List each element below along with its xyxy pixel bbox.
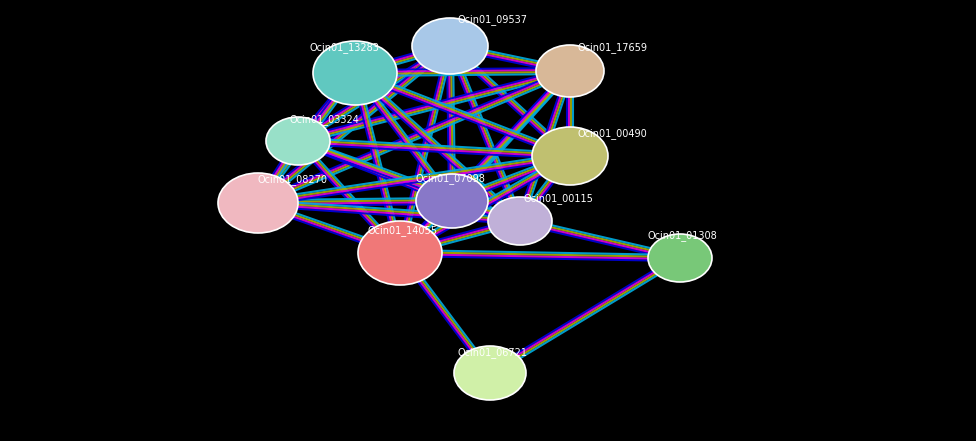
Ellipse shape (218, 173, 298, 233)
Text: Ocin01_01308: Ocin01_01308 (648, 230, 717, 241)
Ellipse shape (412, 18, 488, 74)
Text: Ocin01_13283: Ocin01_13283 (310, 42, 380, 53)
Ellipse shape (532, 127, 608, 185)
Ellipse shape (313, 41, 397, 105)
Text: Ocin01_07098: Ocin01_07098 (416, 173, 486, 184)
Ellipse shape (488, 197, 552, 245)
Ellipse shape (358, 221, 442, 285)
Ellipse shape (266, 117, 330, 165)
Text: Ocin01_09537: Ocin01_09537 (458, 14, 528, 25)
Text: Ocin01_17659: Ocin01_17659 (578, 42, 648, 53)
Text: Ocin01_06721: Ocin01_06721 (458, 347, 528, 358)
Ellipse shape (536, 45, 604, 97)
Text: Ocin01_00115: Ocin01_00115 (524, 193, 593, 204)
Text: Ocin01_03324: Ocin01_03324 (290, 114, 360, 125)
Text: Ocin01_14055: Ocin01_14055 (368, 225, 438, 236)
Text: Ocin01_00490: Ocin01_00490 (578, 128, 648, 139)
Ellipse shape (648, 234, 712, 282)
Ellipse shape (454, 346, 526, 400)
Ellipse shape (416, 174, 488, 228)
Text: Ocin01_08270: Ocin01_08270 (258, 174, 328, 185)
